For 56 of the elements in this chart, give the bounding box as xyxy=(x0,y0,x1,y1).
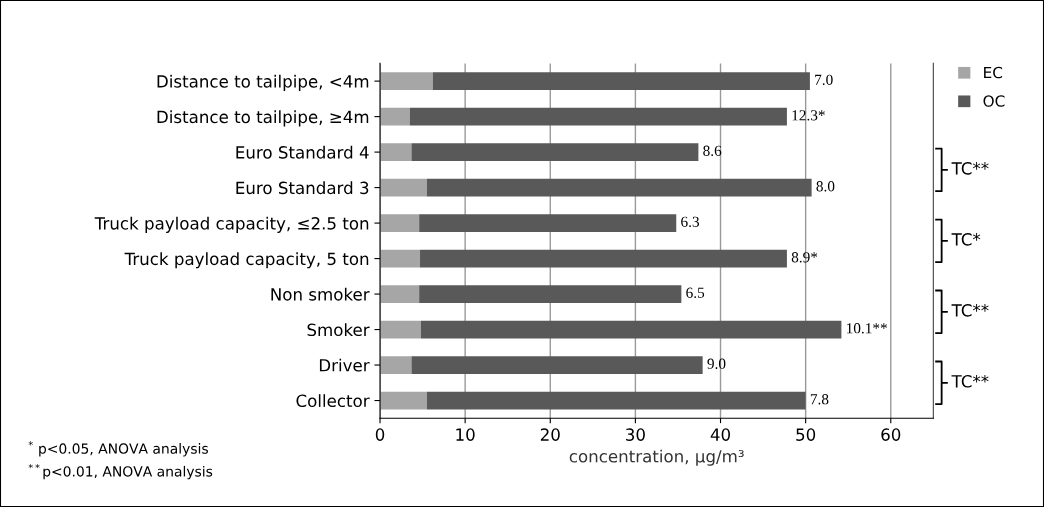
x-tick-label: 40 xyxy=(710,428,731,441)
bar xyxy=(380,107,410,126)
bar xyxy=(419,214,677,232)
y-tick-label: Collector xyxy=(296,394,370,408)
annotation: 8.6 xyxy=(703,145,722,156)
annotation: 7.8 xyxy=(810,394,829,405)
bar xyxy=(409,107,787,126)
annotation: 6.3 xyxy=(681,216,700,227)
annotation: 8.0 xyxy=(816,181,835,192)
x-tick-label: 10 xyxy=(456,428,475,441)
bar xyxy=(380,143,412,161)
text: $^{*}$ p<0.05, ANOVA analysis xyxy=(28,441,208,457)
bar xyxy=(380,249,421,268)
annotation: 6.5 xyxy=(686,287,705,298)
annotation: 9.0 xyxy=(707,358,726,369)
legend-label: OC xyxy=(983,95,1005,107)
x-tick-label: 60 xyxy=(881,428,901,441)
text: $^{**}$p<0.01, ANOVA analysis xyxy=(28,463,213,480)
bar xyxy=(426,178,812,197)
bar xyxy=(380,178,427,197)
annotation: 10.1** xyxy=(847,323,887,334)
bar xyxy=(380,320,421,339)
y-tick-label: Euro Standard 3 xyxy=(236,181,369,195)
bar xyxy=(380,285,420,303)
bar xyxy=(420,249,787,268)
y-tick-label: Distance to tailpipe, ≥4m xyxy=(157,110,369,127)
legend-label: EC xyxy=(984,66,1003,79)
x-tick-label: 20 xyxy=(540,428,560,441)
bar xyxy=(411,143,699,161)
text: TC** xyxy=(951,304,989,317)
bar xyxy=(380,214,420,232)
bar xyxy=(432,72,810,90)
annotation: 12.3* xyxy=(792,110,825,121)
y-tick-label: Driver xyxy=(319,358,370,372)
bar xyxy=(380,391,427,410)
x-tick-label: 50 xyxy=(796,428,816,441)
text: TC* xyxy=(951,233,981,246)
bar xyxy=(419,285,682,303)
annotation: 7.0 xyxy=(815,74,833,86)
y-tick-label: Smoker xyxy=(307,323,370,337)
x-tick-label: 30 xyxy=(626,428,645,441)
y-tick-label: Non smoker xyxy=(271,287,370,301)
y-tick-label: Truck payload capacity, ≤2.5 ton xyxy=(94,216,369,233)
bar xyxy=(380,356,412,374)
y-tick-label: Euro Standard 4 xyxy=(236,145,369,159)
x-axis-title: concentration, μg/m³ xyxy=(569,449,744,466)
bar xyxy=(420,320,842,339)
bar xyxy=(380,72,433,90)
annotation: 8.9* xyxy=(791,252,818,263)
y-tick-label: Distance to tailpipe, <4m xyxy=(157,74,369,91)
text: TC** xyxy=(951,162,989,175)
bar xyxy=(426,391,806,410)
y-tick-label: Truck payload capacity, 5 ton xyxy=(124,252,369,269)
text: TC** xyxy=(951,375,989,388)
x-tick-label: 0 xyxy=(375,428,385,441)
bar xyxy=(411,356,703,374)
